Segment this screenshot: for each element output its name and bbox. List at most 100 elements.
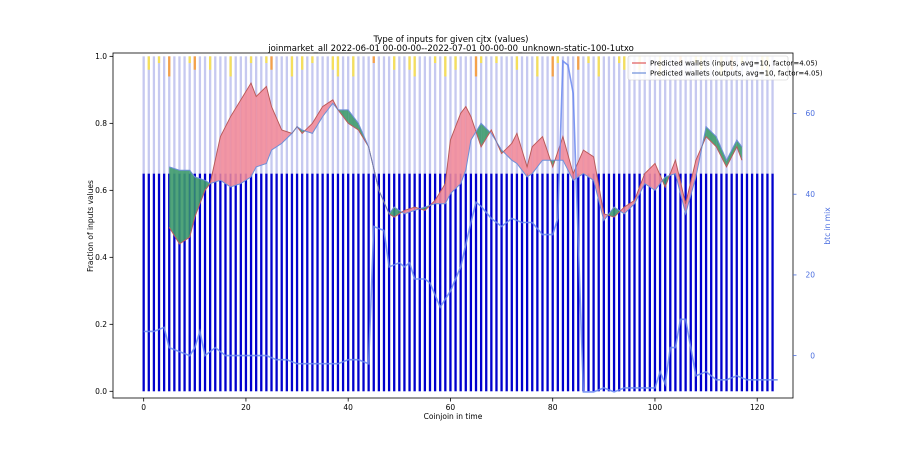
bar-segment-blue — [234, 173, 237, 392]
bar-segment-blue — [326, 173, 329, 392]
bar-segment-yellow — [495, 56, 498, 64]
difference-fill — [348, 109, 359, 131]
x-tick-label: 80 — [548, 403, 558, 412]
plot-area — [142, 56, 778, 393]
bar-segment-blue — [244, 173, 248, 392]
bar-segment-blue — [357, 173, 360, 392]
bar-segment-blue — [633, 173, 636, 392]
bar-segment-light — [147, 56, 150, 174]
bar-segment-light — [398, 56, 401, 174]
bar-segment-blue — [566, 173, 570, 392]
bar-segment-blue — [295, 173, 299, 392]
bar-segment-blue — [152, 173, 156, 392]
bar-segment-blue — [336, 173, 340, 392]
bar-segment-yellow — [157, 56, 161, 64]
bar-segment-light — [193, 56, 196, 174]
bar-segment-light — [515, 56, 519, 174]
bar-segment-blue — [720, 173, 723, 392]
bar-segment-light — [525, 56, 529, 174]
plot-frame — [112, 52, 794, 399]
bar-segment-blue — [500, 173, 503, 392]
bar-segment-light — [229, 56, 232, 174]
bar-segment-blue — [638, 173, 641, 392]
bar-segment-light — [766, 56, 769, 174]
bar-segment-light — [561, 56, 565, 174]
difference-fill — [644, 163, 655, 191]
bar-segment-blue — [157, 173, 161, 392]
bar-segment-blue — [208, 173, 212, 392]
bar-segment-light — [587, 56, 590, 174]
bar-segment-blue — [572, 173, 575, 392]
difference-fill — [481, 123, 491, 147]
bar-segment-yellow — [515, 56, 519, 70]
bar-segment-light — [474, 56, 478, 174]
legend-label-inputs: Predicted wallets (inputs, avg=10, facto… — [650, 60, 818, 68]
bar-segment-light — [618, 56, 621, 174]
bar-segment-blue — [372, 173, 375, 392]
series-outline — [168, 82, 743, 245]
plot-content — [142, 56, 778, 393]
bar-segment-blue — [505, 173, 508, 392]
bar-segment-blue — [306, 173, 309, 392]
bar-segment-light — [152, 56, 156, 174]
bar-segment-light — [684, 56, 687, 174]
bar-segment-light — [658, 56, 662, 174]
bar-segment-blue — [525, 173, 529, 392]
difference-fill — [240, 83, 252, 184]
bar-segment-blue — [669, 173, 672, 392]
bar-segment-light — [694, 56, 698, 174]
series-line-btc — [143, 59, 778, 393]
bar-segment-blue — [730, 173, 733, 392]
bar-segment-light — [689, 56, 692, 174]
bar-segment-blue — [628, 173, 631, 392]
bar-segment-light — [433, 56, 437, 174]
difference-fill — [726, 140, 737, 167]
y2-tick-label: 60 — [805, 109, 815, 118]
bar-segment-blue — [239, 173, 242, 392]
bar-segment-blue — [352, 173, 355, 392]
bar-segment-yellow — [352, 56, 355, 77]
chart-subtitle: joinmarket_all 2022-06-01 00-00-00--2022… — [267, 44, 634, 54]
bar-segment-blue — [541, 173, 544, 392]
bar-segment-light — [679, 56, 682, 174]
difference-fill — [169, 166, 180, 244]
bar-segment-yellow — [474, 56, 478, 77]
bar-segment-light — [536, 56, 539, 174]
bar-segment-light — [301, 56, 304, 174]
bar-segment-blue — [367, 173, 370, 392]
bar-segment-blue — [735, 173, 738, 392]
axes: 0 20 40 60 80 100 120 0.0 0.2 0.4 0.6 0.8 1.0 0 20 40 60 — [95, 52, 815, 412]
bar-segment-blue — [725, 173, 728, 392]
bar-segment-light — [664, 56, 667, 174]
bar-segment-blue — [510, 173, 513, 392]
bar-segment-blue — [674, 173, 677, 392]
bar-segment-light — [224, 56, 227, 174]
bar-segment-light — [178, 56, 181, 174]
bar-segment-yellow — [577, 56, 580, 70]
bar-segment-light — [214, 56, 217, 174]
bar-segment-light — [331, 56, 334, 174]
bar-segment-yellow — [249, 56, 253, 64]
bar-segment-blue — [178, 173, 181, 392]
bar-segment-light — [643, 56, 646, 174]
bar-segment-yellow — [208, 56, 212, 70]
bar-segment-blue — [142, 173, 145, 392]
bar-segment-blue — [316, 173, 319, 392]
bar-segment-blue — [745, 173, 749, 392]
bar-segment-light — [173, 56, 176, 174]
bar-segment-light — [290, 56, 294, 174]
bar-segment-yellow — [193, 56, 196, 70]
bar-segment-light — [745, 56, 749, 174]
difference-fill — [583, 150, 594, 181]
bar-segment-blue — [408, 173, 411, 392]
legend-box — [627, 55, 789, 81]
bar-segment-light — [735, 56, 738, 174]
bar-segment-blue — [587, 173, 590, 392]
bar-segment-blue — [377, 173, 381, 392]
bar-segment-yellow — [444, 56, 447, 77]
y-tick-label: 0.8 — [95, 119, 107, 128]
bar-segment-blue — [423, 173, 427, 392]
bar-segment-blue — [331, 173, 334, 392]
bar-segment-blue — [173, 173, 176, 392]
bar-segment-yellow — [587, 56, 590, 64]
